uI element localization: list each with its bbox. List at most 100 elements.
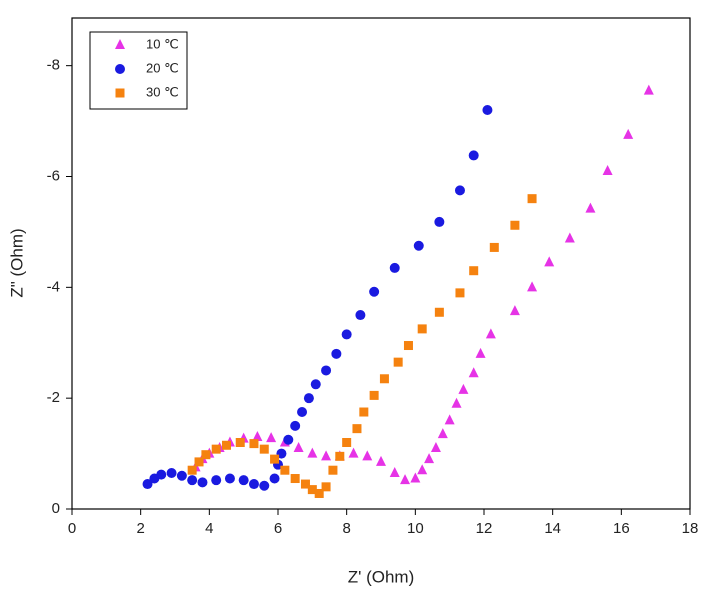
data-point xyxy=(585,202,596,213)
x-tick-label: 2 xyxy=(136,520,144,537)
data-point xyxy=(355,310,366,321)
x-tick-label: 0 xyxy=(68,520,76,537)
data-point xyxy=(454,185,465,196)
data-point xyxy=(389,466,400,477)
data-point xyxy=(430,442,441,453)
data-point xyxy=(444,414,455,425)
plot-frame xyxy=(71,17,691,510)
data-point xyxy=(417,464,428,475)
x-tick-label: 6 xyxy=(274,520,282,537)
y-tick-label: 0 xyxy=(52,500,60,517)
data-point xyxy=(321,482,331,492)
legend-box xyxy=(89,31,188,110)
data-point xyxy=(564,232,575,243)
data-point xyxy=(252,430,263,441)
data-point xyxy=(321,365,332,376)
data-point xyxy=(187,475,198,486)
data-point xyxy=(328,465,338,475)
legend-marker xyxy=(115,64,125,74)
data-point xyxy=(238,475,249,486)
legend-text: 10 ℃ xyxy=(146,36,179,51)
data-point xyxy=(248,479,259,490)
data-point xyxy=(156,469,167,480)
data-point xyxy=(269,473,280,484)
data-point xyxy=(187,465,197,475)
data-point xyxy=(224,473,235,484)
x-tick-label: 16 xyxy=(613,520,630,537)
data-point xyxy=(393,357,403,367)
y-tick-label: -2 xyxy=(47,389,60,406)
data-point xyxy=(211,444,221,454)
data-point xyxy=(259,444,269,454)
data-point xyxy=(352,424,362,434)
data-point xyxy=(290,474,300,484)
data-point xyxy=(469,266,479,276)
y-axis-label: Z" (Ohm) xyxy=(7,228,26,297)
data-point xyxy=(437,428,448,439)
data-point xyxy=(410,472,421,483)
data-point xyxy=(222,440,231,450)
data-point xyxy=(379,374,389,384)
data-point xyxy=(362,450,373,461)
data-point xyxy=(290,420,301,431)
data-point xyxy=(303,393,314,404)
data-point xyxy=(307,447,318,458)
data-point xyxy=(307,485,317,495)
data-point xyxy=(509,305,520,316)
data-point xyxy=(369,390,379,400)
legend-marker xyxy=(115,88,125,98)
y-tick-label: -8 xyxy=(47,57,60,74)
data-point xyxy=(283,434,294,445)
data-point xyxy=(270,454,280,464)
data-point xyxy=(475,347,486,358)
data-point xyxy=(194,457,204,467)
data-point xyxy=(249,439,259,449)
data-point xyxy=(321,450,332,461)
data-point xyxy=(259,480,270,491)
data-point xyxy=(348,447,359,458)
data-point xyxy=(510,220,520,230)
data-point xyxy=(176,470,187,481)
data-point xyxy=(458,383,469,394)
data-point xyxy=(331,348,342,359)
data-point xyxy=(297,407,308,418)
data-point xyxy=(342,437,352,447)
data-point xyxy=(527,281,538,292)
data-point xyxy=(376,455,386,466)
x-tick-label: 12 xyxy=(476,520,493,537)
data-point xyxy=(280,465,290,475)
data-point xyxy=(341,329,352,340)
data-point xyxy=(400,474,411,485)
x-tick-label: 4 xyxy=(205,520,213,537)
x-tick-label: 14 xyxy=(544,520,561,537)
data-point xyxy=(434,216,445,227)
data-point xyxy=(403,341,413,351)
data-point xyxy=(434,307,444,317)
data-point xyxy=(424,453,435,464)
data-point xyxy=(455,288,465,298)
data-point xyxy=(335,451,345,461)
x-tick-label: 10 xyxy=(407,520,424,537)
y-tick-label: -6 xyxy=(47,167,60,184)
data-point xyxy=(451,397,462,408)
data-point xyxy=(482,104,493,115)
x-tick-label: 8 xyxy=(342,520,350,537)
data-point xyxy=(300,479,310,489)
data-point xyxy=(485,328,496,339)
y-tick-label: -4 xyxy=(47,278,60,295)
data-point xyxy=(310,379,321,390)
x-axis-label: Z' (Ohm) xyxy=(348,567,415,586)
x-tick-label: 18 xyxy=(682,520,699,537)
data-point xyxy=(359,407,369,417)
data-point xyxy=(623,128,634,139)
legend-text: 30 ℃ xyxy=(146,84,179,99)
data-point xyxy=(527,194,537,204)
legend-marker xyxy=(115,39,125,49)
data-point xyxy=(417,324,427,334)
data-point xyxy=(211,475,222,486)
data-point xyxy=(468,367,479,378)
data-point xyxy=(369,286,380,297)
data-point xyxy=(235,437,245,447)
data-point xyxy=(314,488,324,498)
data-point xyxy=(468,150,479,161)
